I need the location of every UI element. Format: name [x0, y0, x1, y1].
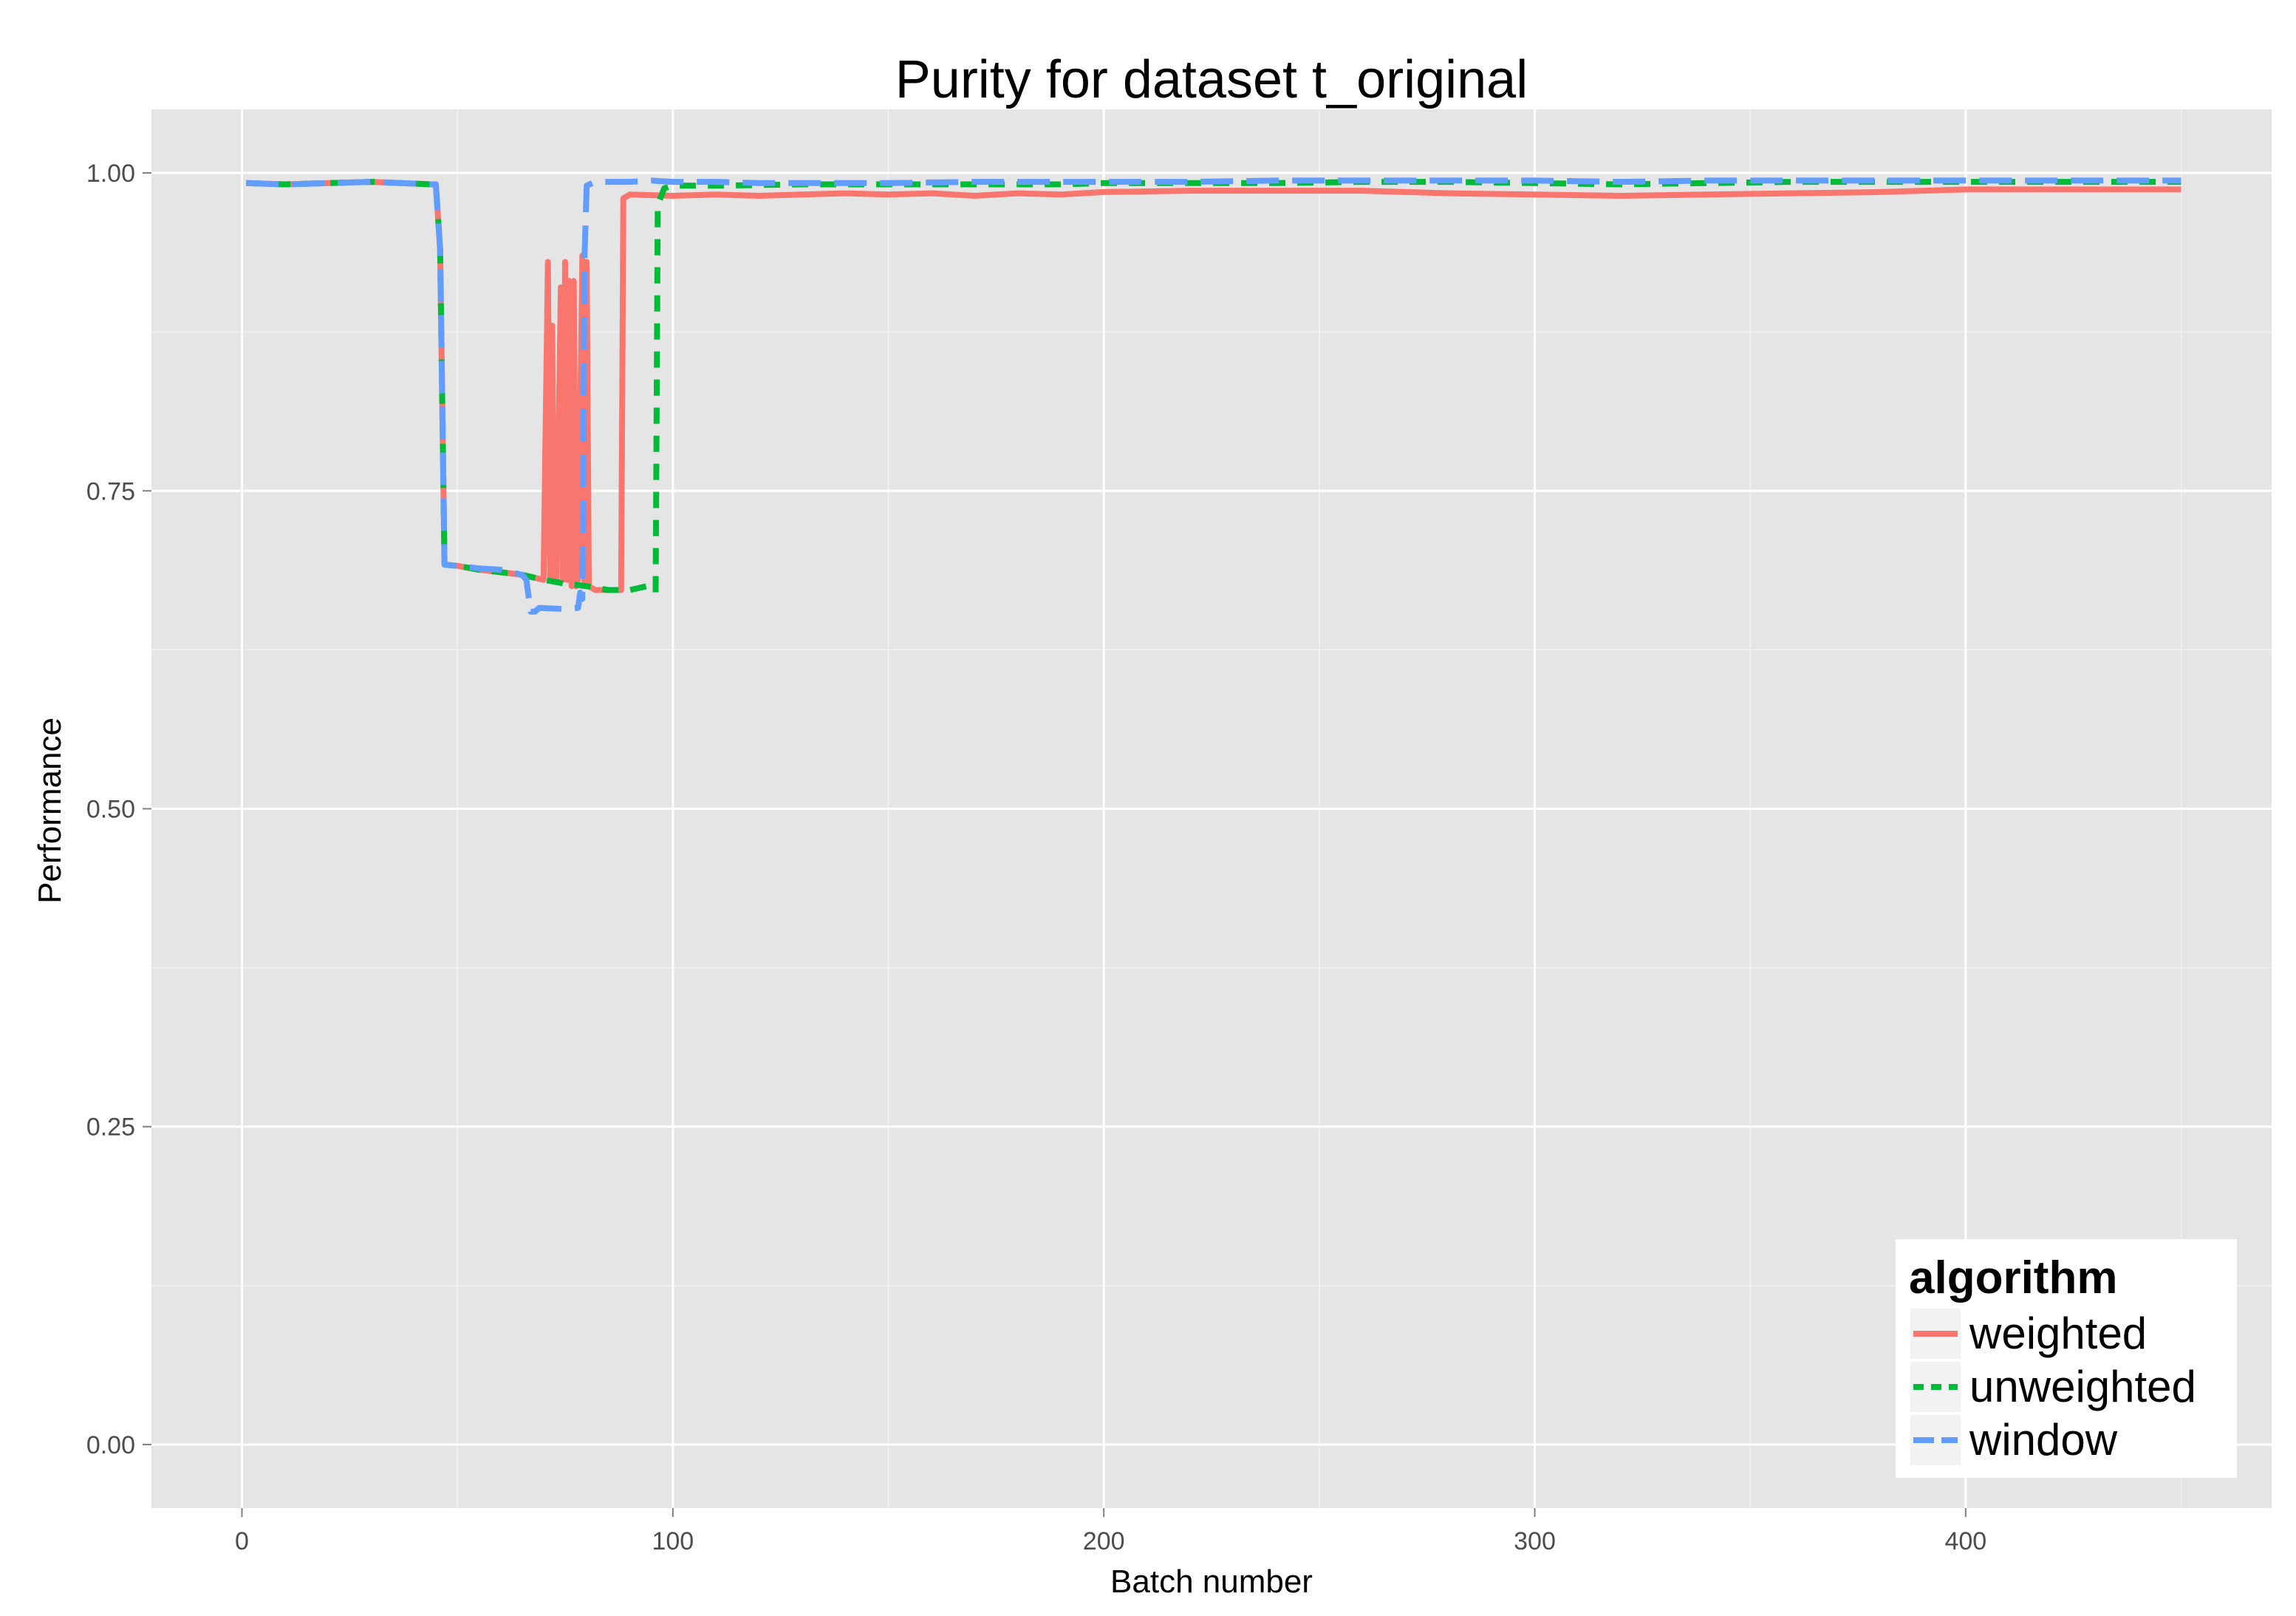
chart-title: Purity for dataset t_original — [895, 50, 1528, 109]
x-tick-label: 400 — [1944, 1527, 1986, 1555]
y-tick-label: 1.00 — [86, 160, 135, 188]
legend-title: algorithm — [1909, 1252, 2117, 1303]
y-tick-label: 0.00 — [86, 1431, 135, 1459]
x-tick-label: 100 — [652, 1527, 694, 1555]
x-tick-label: 0 — [235, 1527, 249, 1555]
y-tick-label: 0.25 — [86, 1114, 135, 1142]
legend-label-unweighted: unweighted — [1969, 1362, 2196, 1411]
x-axis-ticks: 0 100 200 300 400 — [235, 1508, 1986, 1555]
series-layer — [246, 177, 2181, 615]
x-tick-label: 200 — [1083, 1527, 1125, 1555]
y-axis-ticks: 0.00 0.25 0.50 0.75 1.00 — [86, 160, 151, 1459]
y-tick-label: 0.75 — [86, 477, 135, 505]
y-tick-label: 0.50 — [86, 796, 135, 824]
y-axis-title: Performance — [32, 717, 68, 904]
legend-label-weighted: weighted — [1969, 1309, 2147, 1358]
major-gridlines — [151, 109, 2272, 1508]
x-axis-title: Batch number — [1110, 1564, 1313, 1600]
x-tick-label: 300 — [1514, 1527, 1556, 1555]
series-line-window — [246, 177, 2181, 615]
legend-label-window: window — [1969, 1415, 2118, 1465]
